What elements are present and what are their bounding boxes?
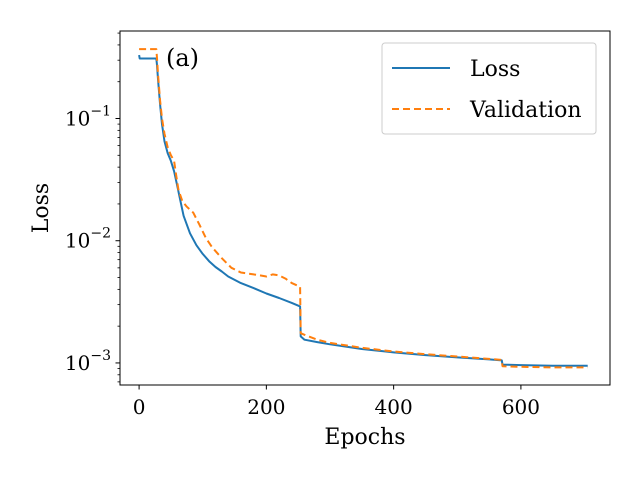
y-tick-label: 10−2 xyxy=(65,226,111,253)
legend: Loss Validation xyxy=(381,42,597,135)
panel-annotation: (a) xyxy=(166,44,199,72)
y-tick-label: 10−1 xyxy=(65,104,111,131)
x-axis-label: Epochs xyxy=(324,425,405,450)
legend-label-validation: Validation xyxy=(469,98,582,123)
legend-box xyxy=(381,42,597,135)
y-axis: 10−3 10−2 10−1 xyxy=(65,32,120,383)
series-layer xyxy=(138,48,588,369)
x-tick-label: 400 xyxy=(375,395,413,419)
x-tick-label: 200 xyxy=(247,395,285,419)
x-tick-label: 600 xyxy=(502,395,540,419)
legend-label-loss: Loss xyxy=(470,57,520,82)
y-tick-label: 10−3 xyxy=(65,348,111,375)
series-line-validation xyxy=(138,48,588,369)
x-axis: 0 200 400 600 xyxy=(133,385,540,419)
x-tick-label: 0 xyxy=(133,395,146,419)
y-axis-label: Loss xyxy=(29,183,54,233)
